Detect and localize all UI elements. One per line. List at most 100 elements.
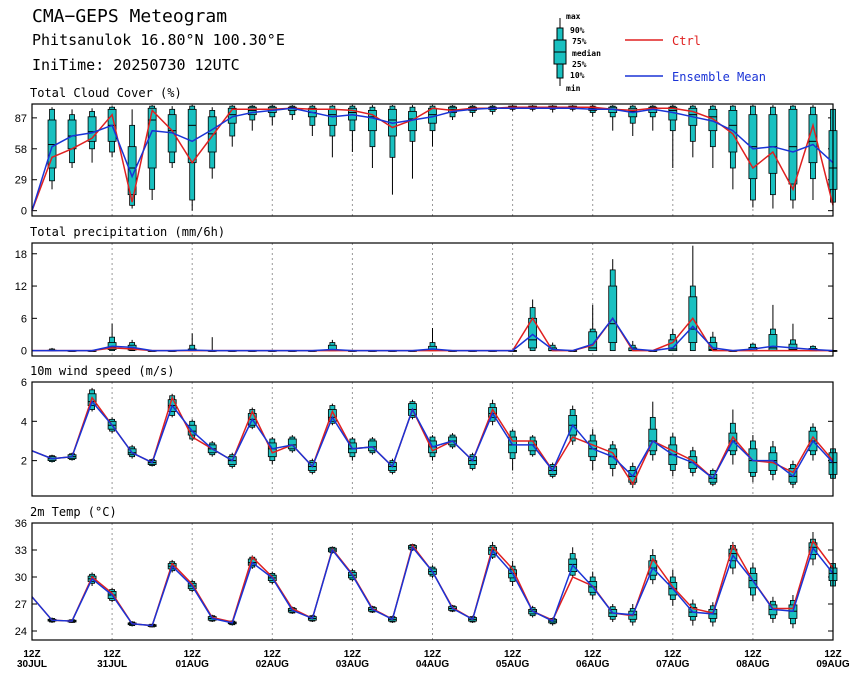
box-38 xyxy=(788,105,798,209)
box-29 xyxy=(608,259,618,352)
x-tick-hour: 12Z xyxy=(264,649,281,660)
box-39 xyxy=(808,105,818,200)
y-tick-label: 27 xyxy=(15,599,27,611)
x-tick-date: 01AUG xyxy=(176,659,210,670)
x-tick-date: 06AUG xyxy=(576,659,610,670)
box-12 xyxy=(267,105,277,126)
box-inner xyxy=(368,110,377,132)
box-inner xyxy=(327,409,337,422)
mean-series xyxy=(31,545,834,627)
box-9 xyxy=(207,107,217,179)
box-36 xyxy=(748,562,758,602)
location-label: Phitsanulok 16.80°N 100.30°E xyxy=(32,31,285,49)
box-inner xyxy=(368,440,377,452)
y-tick-label: 29 xyxy=(15,175,27,187)
box-inner xyxy=(87,116,97,142)
panel-title: Total Cloud Cover (%) xyxy=(30,86,182,100)
box-inner xyxy=(187,108,197,164)
y-tick-label: 33 xyxy=(15,545,27,557)
y-tick-label: 12 xyxy=(15,281,27,293)
x-tick-hour: 12Z xyxy=(424,649,441,660)
legend-label-3: median xyxy=(572,48,601,58)
legend-label-0: max xyxy=(566,12,581,21)
box-10 xyxy=(227,105,237,147)
box-6 xyxy=(147,105,157,200)
legend-label-2: 75% xyxy=(572,37,587,46)
x-tick-hour: 12Z xyxy=(184,649,201,660)
x-tick-date: 31JUL xyxy=(97,659,127,670)
legend-label-1: 90% xyxy=(570,26,585,35)
box-22 xyxy=(468,105,477,117)
panel-2: 10m wind speed (m/s) 2 4 6 xyxy=(21,364,838,497)
box-3 xyxy=(87,108,97,163)
y-tick-label: 0 xyxy=(21,206,27,218)
x-tick-date: 02AUG xyxy=(256,659,290,670)
box-15 xyxy=(327,105,337,158)
y-tick-label: 87 xyxy=(15,113,27,125)
x-tick-date: 07AUG xyxy=(656,659,690,670)
box-13 xyxy=(287,435,297,453)
y-tick-label: 0 xyxy=(21,346,27,358)
box-inner xyxy=(267,442,277,458)
box-19 xyxy=(408,105,417,179)
box-25 xyxy=(528,299,538,352)
meteogram-title: CMA−GEPS Meteogram xyxy=(32,6,228,27)
box-inner xyxy=(207,116,217,153)
x-tick-hour: 12Z xyxy=(584,649,601,660)
box-5 xyxy=(127,109,137,209)
x-tick-date: 09AUG xyxy=(816,659,850,670)
ctrl-series xyxy=(31,106,834,211)
x-tick-hour: 12Z xyxy=(344,649,361,660)
box-36 xyxy=(748,105,758,208)
box-inner xyxy=(588,331,598,352)
x-tick-date: 05AUG xyxy=(496,659,530,670)
x-tick-date: 03AUG xyxy=(336,659,370,670)
x-tick-hour: 12Z xyxy=(103,649,120,660)
box-32 xyxy=(668,105,678,168)
box-13 xyxy=(287,105,297,120)
x-tick-hour: 12Z xyxy=(504,649,521,660)
x-tick-date: 08AUG xyxy=(736,659,770,670)
box-inner xyxy=(67,119,77,150)
y-tick-label: 58 xyxy=(15,144,27,156)
legend: max 90% 75% median 25% 10% min Ctrl Ensemble Mea… xyxy=(553,12,766,93)
y-tick-label: 6 xyxy=(21,377,27,389)
panel-title: 2m Temp (°C) xyxy=(30,505,117,519)
box-inner xyxy=(768,114,778,174)
legend-label-6: min xyxy=(566,83,581,93)
box-inner xyxy=(247,106,257,116)
box-37 xyxy=(768,304,778,352)
y-tick-label: 2 xyxy=(21,456,27,468)
y-tick-label: 18 xyxy=(15,249,27,261)
panel-1: Total precipitation (mm/6h) 0 6 12 18 xyxy=(15,225,838,358)
ctrl-series xyxy=(31,395,834,486)
panel-frame xyxy=(31,381,834,497)
box-33 xyxy=(688,245,698,352)
box-37 xyxy=(768,105,778,209)
box-34 xyxy=(708,105,718,168)
mean-series xyxy=(31,400,834,480)
x-tick-hour: 12Z xyxy=(824,649,841,660)
y-tick-label: 6 xyxy=(21,313,27,325)
box-9 xyxy=(207,337,217,352)
x-tick-hour: 12Z xyxy=(744,649,761,660)
x-tick-hour: 12Z xyxy=(664,649,681,660)
box-16 xyxy=(347,105,357,152)
box-17 xyxy=(368,437,377,455)
legend-ctrl-label: Ctrl xyxy=(672,34,701,48)
box-inner xyxy=(648,428,658,452)
box-20 xyxy=(428,328,437,352)
x-tick-date: 04AUG xyxy=(416,659,450,670)
box-8 xyxy=(187,333,197,352)
x-tick-date: 30JUL xyxy=(17,659,47,670)
panel-frame xyxy=(31,242,834,357)
y-tick-label: 4 xyxy=(21,416,27,428)
